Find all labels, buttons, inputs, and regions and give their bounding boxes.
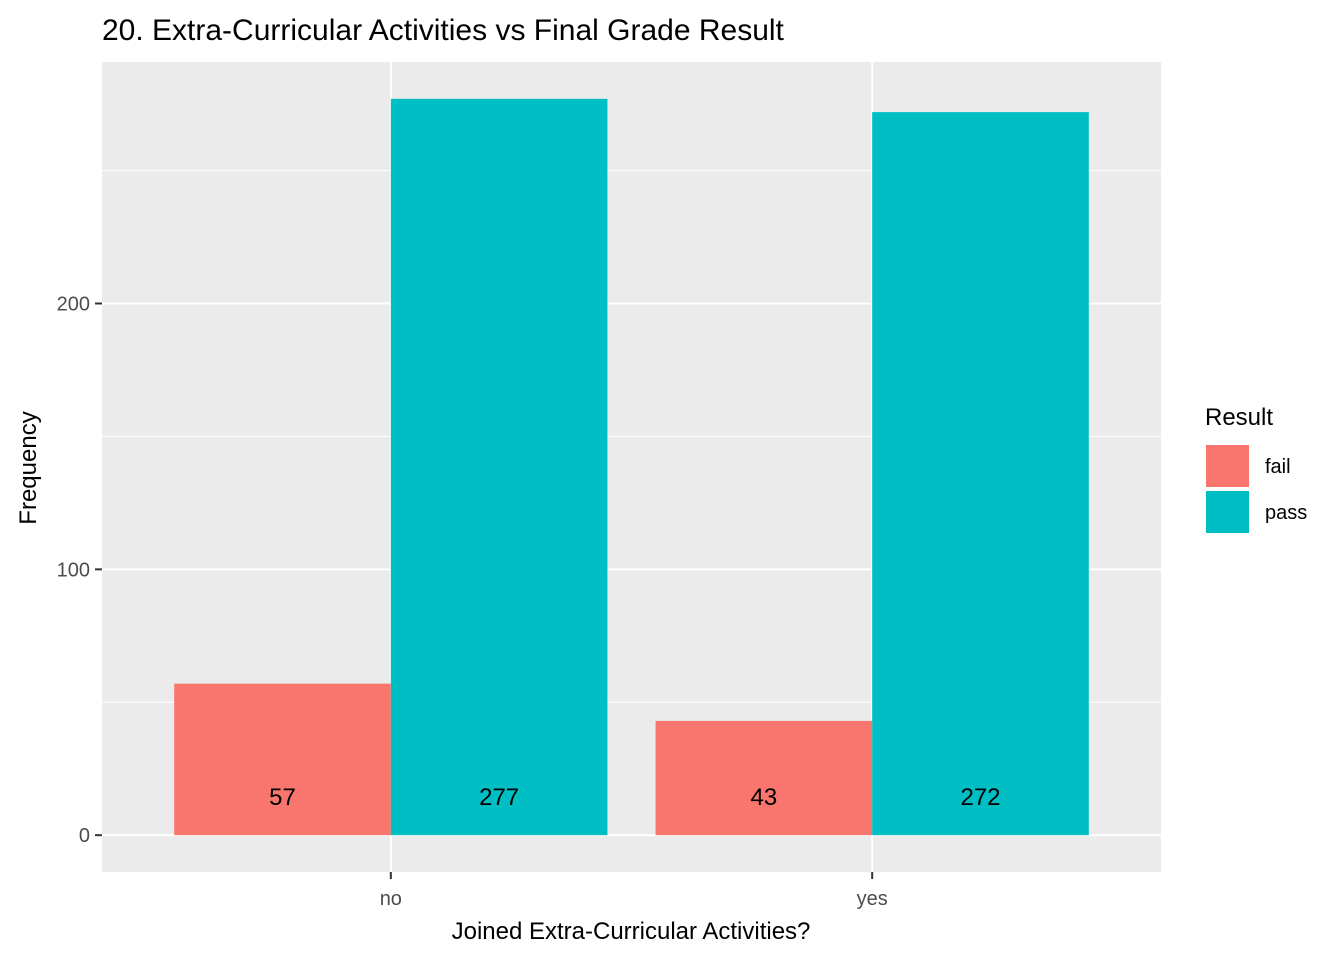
x-tick-label: no: [380, 888, 402, 910]
data-label-pass-yes: 272: [960, 784, 1000, 811]
legend: Result fail pass: [1205, 404, 1307, 533]
x-tick-label: yes: [857, 888, 888, 910]
bars: [174, 98, 1089, 836]
data-label-fail-no: 57: [269, 784, 296, 811]
legend-title: Result: [1205, 404, 1273, 431]
legend-label-pass: pass: [1265, 502, 1307, 524]
y-axis: 0 100 200: [57, 294, 102, 847]
data-label-fail-yes: 43: [751, 784, 778, 811]
bar-fail-no: [174, 683, 391, 836]
legend-key-fail: [1206, 445, 1249, 487]
x-axis-title: Joined Extra-Curricular Activities?: [452, 918, 811, 945]
y-tick-label: 200: [57, 294, 90, 316]
bar-pass-yes: [872, 112, 1089, 836]
y-tick-label: 0: [79, 825, 90, 847]
chart-title: 20. Extra-Curricular Activities vs Final…: [102, 14, 785, 47]
bar-fail-yes: [655, 720, 873, 836]
x-axis: no yes: [380, 872, 888, 910]
legend-label-fail: fail: [1265, 456, 1291, 478]
data-labels: 57 277 43 272: [269, 784, 1000, 811]
y-axis-title: Frequency: [15, 411, 42, 524]
data-label-pass-no: 277: [479, 784, 519, 811]
y-tick-label: 100: [57, 559, 90, 581]
legend-key-pass: [1206, 491, 1249, 533]
bar-pass-no: [390, 98, 608, 836]
